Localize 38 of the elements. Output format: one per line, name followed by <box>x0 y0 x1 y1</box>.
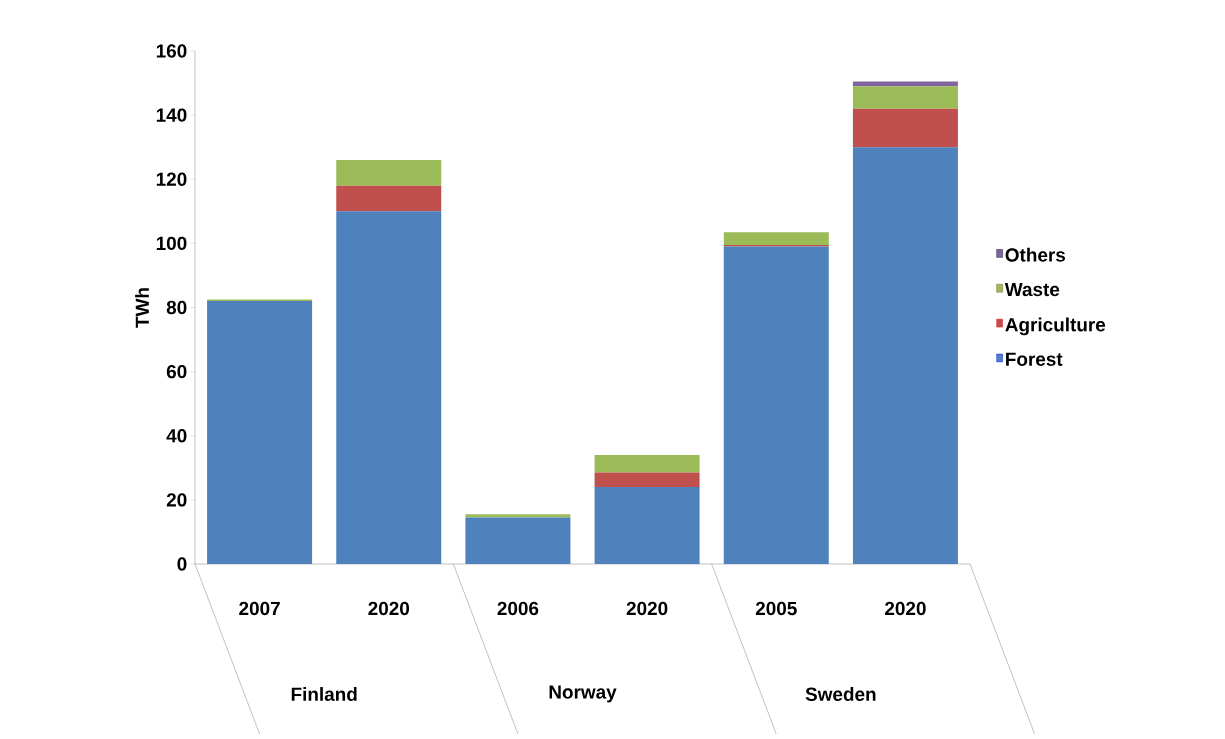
y-tick-label: 60 <box>166 364 187 379</box>
text: Norway <box>549 685 617 703</box>
text: Finland <box>291 687 357 701</box>
text: Sweden <box>805 687 876 701</box>
y-axis-title: TWh <box>135 288 149 328</box>
bar <box>723 232 829 245</box>
legend-label: Others <box>1005 247 1066 262</box>
y-tick-label: 120 <box>156 172 187 186</box>
bar <box>852 86 958 109</box>
x-tick-label: 2020 <box>368 601 410 616</box>
y-tick-label: 40 <box>166 429 187 443</box>
legend-label: Agriculture <box>1005 317 1106 336</box>
legend-label: Waste <box>1004 283 1060 297</box>
bar <box>465 514 571 518</box>
y-tick-label: 0 <box>177 557 187 571</box>
y-tick-label: 160 <box>156 44 187 58</box>
bar <box>594 487 700 564</box>
bar <box>594 454 700 473</box>
legend-label: Forest <box>1006 352 1063 366</box>
y-tick-label: 100 <box>156 236 187 251</box>
x-tick-label: 2007 <box>239 601 280 616</box>
bar <box>852 81 958 87</box>
y-tick-label: 20 <box>166 493 187 507</box>
x-tick-label: 2005 <box>755 601 797 616</box>
bar <box>336 160 442 186</box>
y-tick-label: 140 <box>156 108 187 122</box>
x-tick-label: 2020 <box>885 601 926 616</box>
y-tick-label: 80 <box>166 300 187 315</box>
bar <box>465 517 571 564</box>
bar <box>723 246 829 564</box>
x-tick-label: 2020 <box>626 601 668 616</box>
bar <box>336 185 442 212</box>
bar <box>852 147 958 564</box>
bar <box>852 108 958 148</box>
x-tick-label: 2006 <box>497 601 539 616</box>
bar <box>594 472 700 488</box>
bar <box>336 211 442 564</box>
bar <box>207 301 313 564</box>
